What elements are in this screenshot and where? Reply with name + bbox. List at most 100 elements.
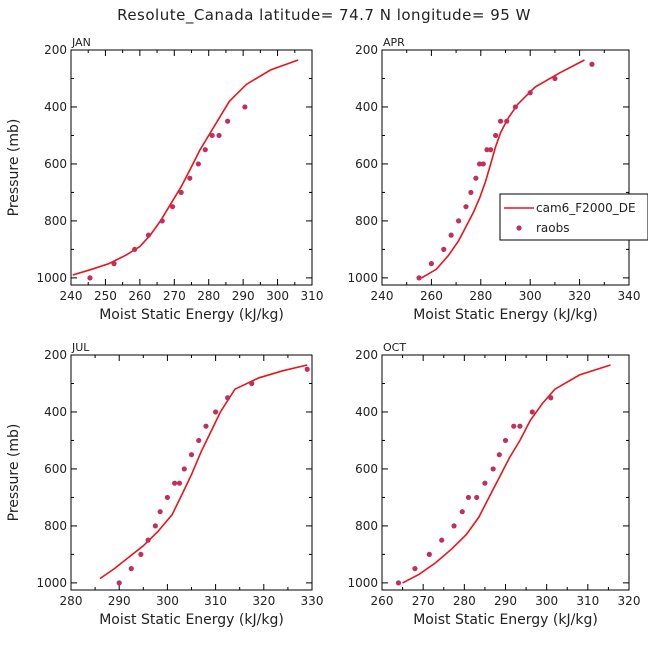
legend-dot-swatch bbox=[516, 225, 522, 231]
y-tick-label: 600 bbox=[355, 157, 378, 171]
x-tick-label: 260 bbox=[128, 289, 151, 303]
series-group bbox=[395, 364, 611, 586]
data-point-raobs bbox=[116, 580, 122, 586]
x-tick-label: 330 bbox=[301, 594, 324, 608]
y-tick-label: 200 bbox=[355, 348, 378, 362]
x-tick-label: 300 bbox=[266, 289, 289, 303]
legend-box bbox=[499, 193, 648, 241]
x-tick-label: 240 bbox=[371, 289, 394, 303]
data-point-raobs bbox=[203, 423, 209, 429]
data-point-raobs bbox=[169, 204, 176, 210]
x-tick-label: 310 bbox=[204, 594, 227, 608]
data-point-raobs bbox=[145, 537, 151, 543]
x-tick-label: 310 bbox=[301, 289, 324, 303]
data-point-raobs bbox=[463, 204, 469, 210]
y-tick-label: 600 bbox=[44, 157, 67, 171]
y-tick-label: 1000 bbox=[36, 271, 67, 285]
y-tick-label: 400 bbox=[44, 405, 67, 419]
data-point-raobs bbox=[474, 494, 480, 501]
y-tick-label: 400 bbox=[355, 100, 378, 114]
data-point-raobs bbox=[416, 275, 422, 281]
data-point-raobs bbox=[138, 551, 144, 557]
data-point-raobs bbox=[448, 232, 454, 238]
data-point-raobs bbox=[502, 437, 509, 444]
data-point-raobs bbox=[484, 147, 490, 153]
x-tick-label: 340 bbox=[618, 289, 641, 303]
data-point-raobs bbox=[216, 132, 222, 139]
data-point-raobs bbox=[152, 523, 158, 529]
data-point-raobs bbox=[187, 175, 193, 181]
y-axis-title: Pressure (mb) bbox=[6, 119, 22, 217]
data-point-raobs bbox=[428, 261, 434, 267]
data-point-raobs bbox=[157, 509, 163, 515]
panel-label-jul: JUL bbox=[71, 341, 90, 354]
y-tick-label: 800 bbox=[44, 519, 67, 533]
data-point-raobs bbox=[111, 261, 117, 267]
x-tick-label: 290 bbox=[494, 594, 517, 608]
data-point-raobs bbox=[468, 189, 474, 196]
data-point-raobs bbox=[213, 409, 219, 415]
data-point-raobs bbox=[225, 395, 231, 401]
x-tick-label: 320 bbox=[618, 594, 641, 608]
data-point-raobs bbox=[188, 452, 195, 458]
data-point-raobs bbox=[473, 175, 479, 181]
data-point-raobs bbox=[225, 118, 231, 124]
x-tick-label: 260 bbox=[371, 594, 394, 608]
data-point-raobs bbox=[176, 480, 183, 486]
y-tick-label: 200 bbox=[44, 348, 67, 362]
data-point-raobs bbox=[490, 466, 496, 472]
data-point-raobs bbox=[482, 480, 488, 486]
data-point-raobs bbox=[465, 494, 472, 501]
data-point-raobs bbox=[395, 580, 402, 586]
data-point-raobs bbox=[181, 466, 187, 472]
data-point-raobs bbox=[87, 275, 93, 281]
data-point-raobs bbox=[412, 566, 418, 572]
data-point-raobs bbox=[527, 90, 533, 96]
legend-label-model: cam6_F2000_DE bbox=[536, 201, 636, 215]
data-point-raobs bbox=[451, 523, 457, 529]
series-line-model bbox=[421, 59, 585, 279]
panel-jul: 280 290 300 310 320 330 200 400 600 800 1000 JUL Moi… bbox=[6, 341, 323, 628]
plot-frame-apr bbox=[381, 49, 630, 286]
data-point-raobs bbox=[242, 104, 248, 110]
legend-label-raobs: raobs bbox=[536, 221, 570, 235]
series-line-model bbox=[402, 364, 611, 584]
data-point-raobs bbox=[589, 61, 595, 67]
data-point-raobs bbox=[164, 494, 170, 501]
x-tick-label: 280 bbox=[60, 594, 83, 608]
y-tick-label: 400 bbox=[44, 100, 67, 114]
y-tick-label: 600 bbox=[355, 462, 378, 476]
x-tick-label: 290 bbox=[232, 289, 255, 303]
series-line-model bbox=[72, 59, 299, 276]
figure-title: Resolute_Canada latitude= 74.7 N longitu… bbox=[117, 6, 531, 24]
y-tick-label: 600 bbox=[44, 462, 67, 476]
y-tick-label: 800 bbox=[44, 214, 67, 228]
data-point-raobs bbox=[493, 132, 499, 139]
x-tick-label: 280 bbox=[453, 594, 476, 608]
plot-frame-oct bbox=[381, 354, 630, 591]
y-tick-label: 400 bbox=[355, 405, 378, 419]
data-point-raobs bbox=[504, 118, 510, 124]
x-tick-label: 280 bbox=[197, 289, 220, 303]
x-tick-label: 300 bbox=[156, 594, 179, 608]
panel-label-apr: APR bbox=[383, 36, 405, 49]
data-point-raobs bbox=[441, 246, 447, 252]
x-tick-label: 290 bbox=[108, 594, 131, 608]
data-point-raobs bbox=[529, 409, 535, 415]
y-tick-label: 200 bbox=[355, 43, 378, 57]
x-tick-label: 280 bbox=[469, 289, 492, 303]
x-tick-label: 270 bbox=[412, 594, 435, 608]
data-point-raobs bbox=[439, 537, 445, 543]
series-group bbox=[72, 59, 299, 281]
data-point-raobs bbox=[209, 132, 215, 139]
series-group bbox=[99, 364, 310, 586]
data-point-raobs bbox=[128, 566, 134, 572]
x-tick-label: 310 bbox=[576, 594, 599, 608]
data-point-raobs bbox=[517, 423, 523, 429]
data-point-raobs bbox=[426, 551, 432, 557]
x-tick-label: 240 bbox=[60, 289, 83, 303]
data-point-raobs bbox=[496, 452, 502, 458]
series-line-model bbox=[99, 364, 308, 580]
